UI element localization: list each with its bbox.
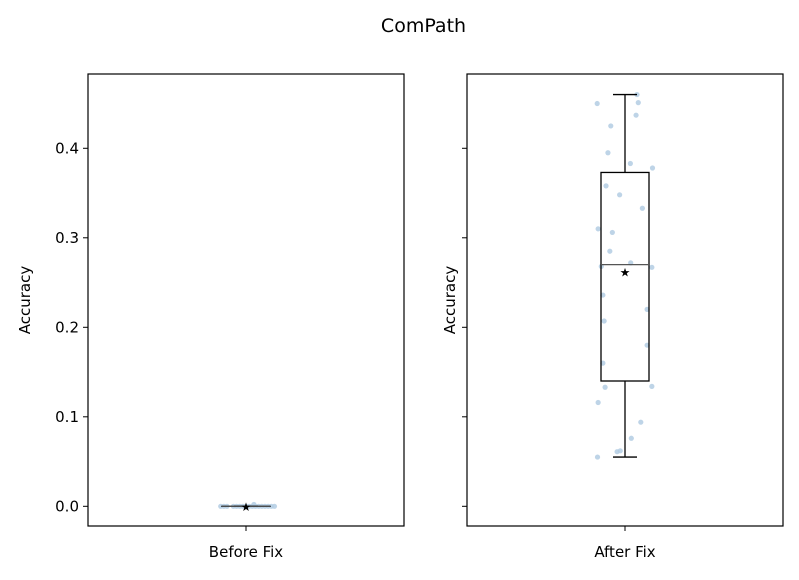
- data-point: [272, 504, 277, 509]
- panel-2: ★ Accuracy After Fix: [441, 74, 783, 561]
- data-point: [602, 385, 607, 390]
- data-point: [649, 265, 654, 270]
- data-point: [633, 113, 638, 118]
- x-tick-label: After Fix: [594, 543, 655, 561]
- data-point: [636, 100, 641, 105]
- data-point: [629, 436, 634, 441]
- data-point: [607, 249, 612, 254]
- data-point: [610, 230, 615, 235]
- data-point: [649, 384, 654, 389]
- data-point: [617, 192, 622, 197]
- y-axis-label: Accuracy: [16, 266, 34, 335]
- data-point: [638, 420, 643, 425]
- y-axis-label: Accuracy: [441, 266, 459, 335]
- y-tick-label: 0.1: [55, 408, 79, 426]
- chart-title: ComPath: [381, 15, 466, 37]
- y-tick-label: 0.0: [55, 497, 79, 515]
- x-tick-label: Before Fix: [209, 543, 284, 561]
- data-point: [618, 448, 623, 453]
- data-point: [595, 101, 600, 106]
- data-point: [595, 454, 600, 459]
- data-point: [650, 165, 655, 170]
- y-tick-label: 0.2: [55, 318, 79, 336]
- panel-1: ★ 0.0 0.1 0.2 0.3 0.4 Accuracy Before Fix: [16, 74, 404, 561]
- data-point: [596, 400, 601, 405]
- y-tick-label: 0.4: [55, 139, 79, 157]
- axes-frame: [88, 74, 404, 526]
- data-point: [602, 318, 607, 323]
- panels: ★ 0.0 0.1 0.2 0.3 0.4 Accuracy Before Fix ★ Accur…: [16, 74, 783, 561]
- data-point: [608, 123, 613, 128]
- y-tick-label: 0.3: [55, 229, 79, 247]
- mean-marker: ★: [241, 500, 252, 514]
- mean-marker: ★: [620, 265, 631, 279]
- data-point: [640, 206, 645, 211]
- data-point: [628, 161, 633, 166]
- data-point: [603, 183, 608, 188]
- data-point: [596, 226, 601, 231]
- data-point: [605, 150, 610, 155]
